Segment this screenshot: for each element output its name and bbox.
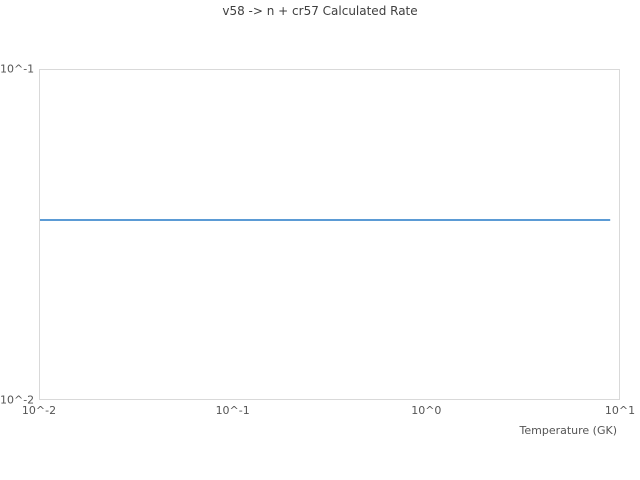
line-series-canvas bbox=[40, 219, 611, 221]
plot-area bbox=[39, 69, 620, 400]
y-tick-label: 10^-2 bbox=[0, 393, 35, 407]
chart-title: v58 -> n + cr57 Calculated Rate bbox=[222, 4, 418, 18]
x-axis-title: Temperature (GK) bbox=[519, 424, 618, 437]
x-tick-label: 10^-2 bbox=[21, 404, 57, 417]
x-tick-label: 10^1 bbox=[604, 404, 636, 417]
y-tick-label: 10^-1 bbox=[0, 62, 35, 76]
x-tick-label: 10^-1 bbox=[215, 404, 250, 417]
x-tick-label: 10^0 bbox=[411, 404, 442, 417]
